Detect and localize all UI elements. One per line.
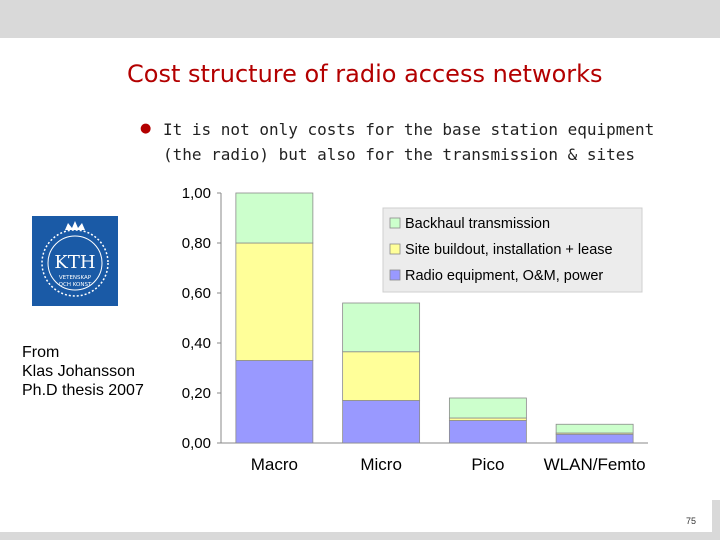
bar-segment: [342, 400, 421, 444]
logo-subtext-2: OCH KONST: [59, 282, 92, 288]
footer-card: [0, 500, 712, 532]
page-number: 75: [686, 516, 697, 526]
slide-title: Cost structure of radio access networks: [127, 60, 603, 88]
x-category-label: Macro: [251, 455, 298, 474]
y-tick-label: 1,00: [182, 185, 211, 202]
bar-segment: [235, 192, 314, 244]
x-category-label: Pico: [471, 455, 504, 474]
y-tick-label: 0,00: [182, 435, 211, 452]
bar-segment: [342, 351, 421, 401]
legend-swatch: [389, 269, 401, 281]
legend-label: Site buildout, installation + lease: [405, 242, 613, 258]
bar-segment: [235, 242, 314, 361]
logo-subtext-1: VETENSKAP: [59, 275, 92, 281]
legend-label: Radio equipment, O&M, power: [405, 268, 603, 284]
kth-logo: KTH VETENSKAP OCH KONST: [32, 216, 118, 306]
bullet-text: It is not only costs for the base statio…: [163, 120, 655, 164]
legend-swatch: [389, 243, 401, 255]
bar-segment: [555, 433, 634, 444]
y-tick-label: 0,20: [182, 385, 211, 402]
source-citation: From Klas Johansson Ph.D thesis 2007: [22, 344, 144, 399]
top-band: [0, 0, 720, 38]
bar-segment: [555, 423, 634, 434]
x-category-label: WLAN/Femto: [544, 455, 646, 474]
bar-segment: [342, 302, 421, 353]
bullet-dot-icon: ●: [140, 121, 152, 136]
x-category-label: Micro: [360, 455, 402, 474]
logo-text: KTH: [54, 252, 95, 273]
y-tick-label: 0,60: [182, 285, 211, 302]
legend-label: Backhaul transmission: [405, 216, 550, 232]
legend-swatch: [389, 217, 401, 229]
bar-segment: [448, 420, 527, 444]
legend-box: [382, 207, 643, 293]
bar-segment: [448, 397, 527, 419]
y-tick-label: 0,80: [182, 235, 211, 252]
y-tick-label: 0,40: [182, 335, 211, 352]
bar-segment: [235, 360, 314, 444]
